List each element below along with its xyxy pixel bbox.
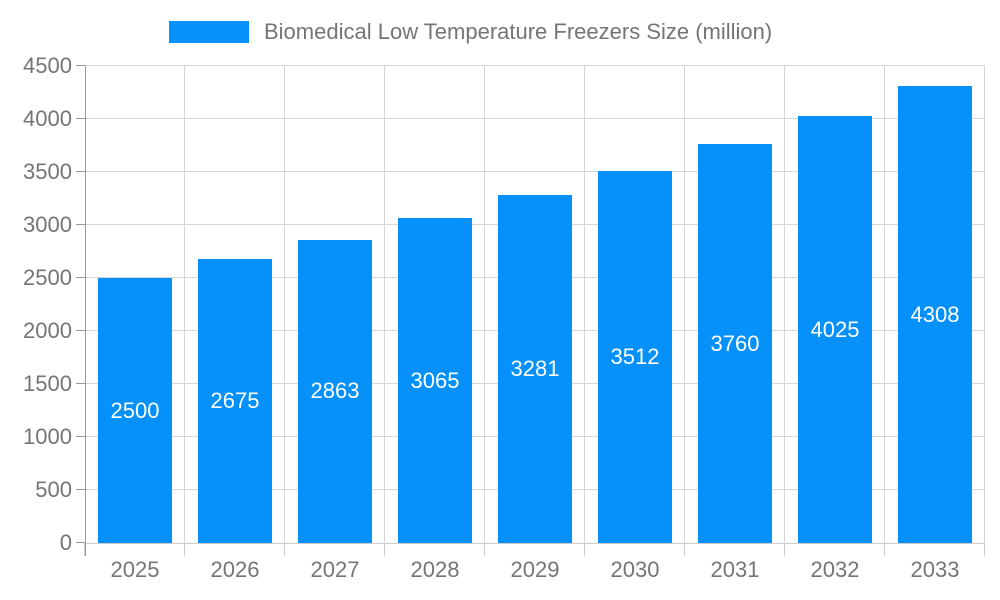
x-axis-tick bbox=[784, 543, 785, 556]
y-axis-label: 4500 bbox=[23, 53, 72, 78]
bar bbox=[398, 218, 472, 543]
x-axis-tick bbox=[84, 543, 85, 556]
x-axis-label: 2029 bbox=[510, 557, 560, 582]
bar bbox=[798, 116, 872, 543]
y-axis-tick bbox=[76, 224, 85, 225]
bar bbox=[198, 259, 272, 543]
x-gridline bbox=[484, 66, 485, 543]
y-axis-tick bbox=[76, 330, 85, 331]
y-gridline bbox=[85, 65, 985, 66]
x-gridline bbox=[584, 66, 585, 543]
y-axis-label: 1500 bbox=[23, 371, 72, 396]
x-gridline bbox=[684, 66, 685, 543]
y-axis-label: 0 bbox=[59, 530, 72, 555]
x-gridline bbox=[384, 66, 385, 543]
y-axis-tick bbox=[76, 489, 85, 490]
bar bbox=[898, 86, 972, 543]
legend-item[interactable]: Biomedical Low Temperature Freezers Size… bbox=[169, 21, 772, 43]
y-axis-tick bbox=[76, 118, 85, 119]
x-axis-baseline bbox=[85, 543, 985, 544]
x-axis-label: 2028 bbox=[410, 557, 460, 582]
x-axis-label: 2026 bbox=[210, 557, 260, 582]
x-axis-tick bbox=[984, 543, 985, 556]
bar-value-label: 2675 bbox=[210, 388, 260, 414]
y-axis-tick bbox=[76, 383, 85, 384]
bar bbox=[298, 239, 372, 543]
bar-value-label: 3760 bbox=[710, 330, 760, 356]
y-axis-label: 3000 bbox=[23, 212, 72, 237]
x-gridline bbox=[784, 66, 785, 543]
legend-swatch bbox=[169, 21, 249, 43]
x-axis-label: 2031 bbox=[710, 557, 760, 582]
bar bbox=[598, 170, 672, 543]
y-axis-tick bbox=[76, 542, 85, 543]
x-gridline bbox=[184, 66, 185, 543]
x-gridline bbox=[984, 66, 985, 543]
y-axis-tick bbox=[76, 436, 85, 437]
bar bbox=[498, 195, 572, 543]
bar-value-label: 2500 bbox=[110, 397, 160, 423]
bar-value-label: 2863 bbox=[310, 378, 360, 404]
x-axis-tick bbox=[884, 543, 885, 556]
y-axis-label: 1000 bbox=[23, 424, 72, 449]
x-axis-label: 2033 bbox=[910, 557, 960, 582]
x-axis-label: 2027 bbox=[310, 557, 360, 582]
y-gridline bbox=[85, 118, 985, 119]
bar bbox=[698, 144, 772, 543]
y-gridline bbox=[85, 171, 985, 172]
x-axis-tick bbox=[184, 543, 185, 556]
x-gridline bbox=[284, 66, 285, 543]
bar bbox=[98, 278, 172, 543]
x-gridline bbox=[884, 66, 885, 543]
legend-label: Biomedical Low Temperature Freezers Size… bbox=[264, 19, 773, 44]
x-axis-label: 2025 bbox=[110, 557, 160, 582]
x-axis-tick bbox=[284, 543, 285, 556]
bar-value-label: 3512 bbox=[610, 343, 660, 369]
x-axis-tick bbox=[684, 543, 685, 556]
y-axis-label: 500 bbox=[35, 477, 72, 502]
x-axis-tick bbox=[484, 543, 485, 556]
y-axis-line bbox=[85, 66, 86, 556]
y-axis-label: 3500 bbox=[23, 159, 72, 184]
bar-value-label: 4025 bbox=[810, 316, 860, 342]
bar-value-label: 3281 bbox=[510, 356, 560, 382]
bar-value-label: 3065 bbox=[410, 367, 460, 393]
y-axis-label: 4000 bbox=[23, 106, 72, 131]
x-axis-tick bbox=[384, 543, 385, 556]
y-axis-tick bbox=[76, 171, 85, 172]
y-axis-tick bbox=[76, 277, 85, 278]
x-axis-label: 2030 bbox=[610, 557, 660, 582]
y-axis-tick bbox=[76, 65, 85, 66]
y-axis-label: 2000 bbox=[23, 318, 72, 343]
x-axis-label: 2032 bbox=[810, 557, 860, 582]
bar-value-label: 4308 bbox=[910, 301, 960, 327]
x-axis-tick bbox=[584, 543, 585, 556]
y-axis-label: 2500 bbox=[23, 265, 72, 290]
